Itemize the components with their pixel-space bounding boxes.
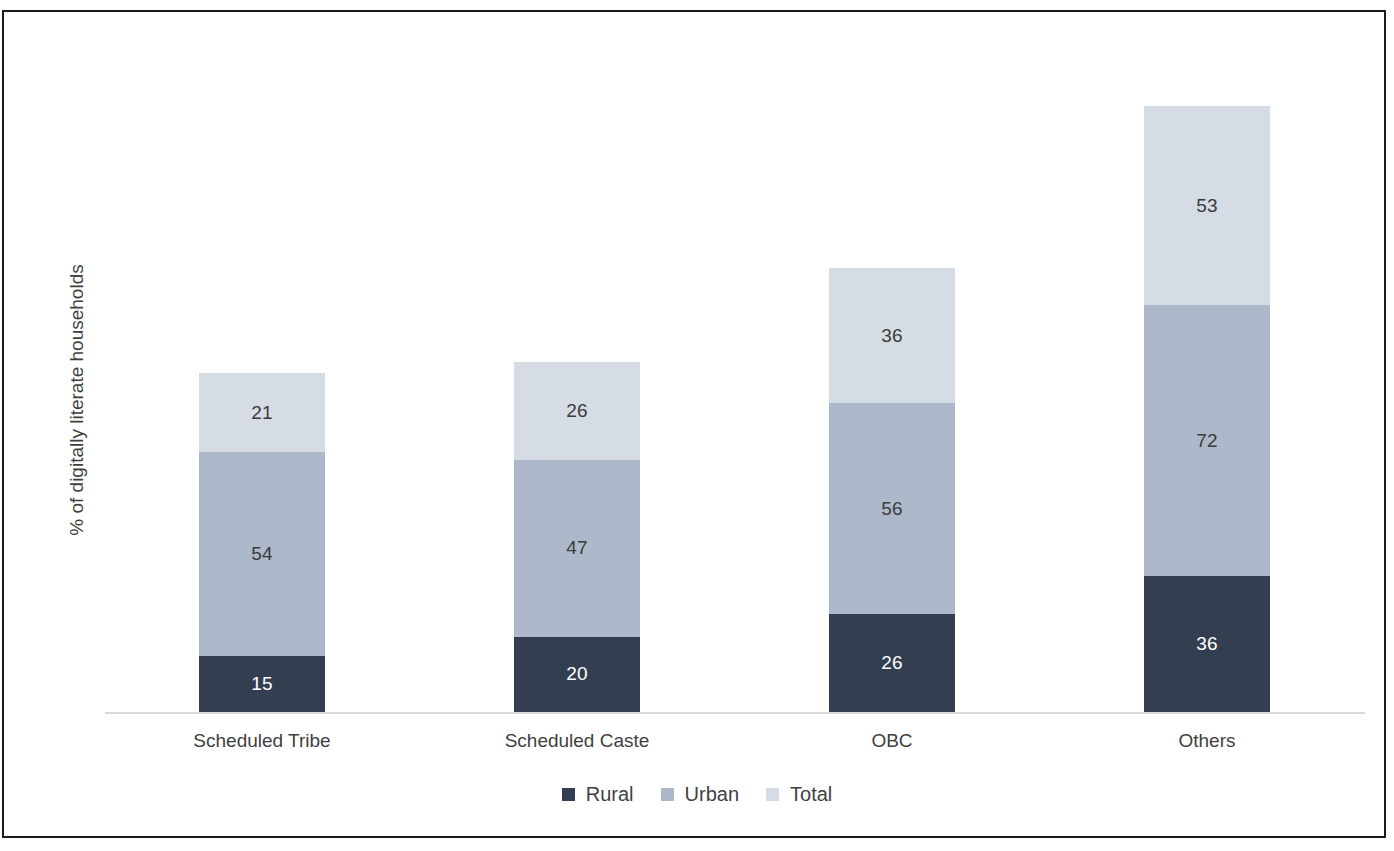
chart: % of digitally literate households 15542… bbox=[0, 0, 1394, 851]
legend-item-rural: Rural bbox=[562, 783, 634, 806]
bar-segment-urban: 72 bbox=[1144, 305, 1270, 576]
data-label: 20 bbox=[566, 663, 588, 685]
bar-segment-total: 21 bbox=[199, 373, 325, 452]
x-axis-line bbox=[105, 712, 1365, 714]
bar-segment-total: 53 bbox=[1144, 106, 1270, 306]
bar-segment-total: 26 bbox=[514, 362, 640, 460]
bar-column-scheduled-tribe: 15 54 21 bbox=[199, 373, 325, 712]
legend-swatch-urban-icon bbox=[661, 788, 674, 801]
category-label-scheduled-caste: Scheduled Caste bbox=[505, 730, 650, 752]
legend-swatch-total-icon bbox=[766, 788, 779, 801]
legend-label: Total bbox=[790, 783, 832, 806]
category-label-scheduled-tribe: Scheduled Tribe bbox=[193, 730, 330, 752]
data-label: 54 bbox=[251, 543, 273, 565]
bar-column-obc: 26 56 36 bbox=[829, 268, 955, 712]
bar-segment-total: 36 bbox=[829, 268, 955, 404]
category-label-obc: OBC bbox=[871, 730, 912, 752]
bar-segment-rural: 26 bbox=[829, 614, 955, 712]
data-label: 72 bbox=[1196, 430, 1218, 452]
bar-segment-rural: 36 bbox=[1144, 576, 1270, 712]
data-label: 15 bbox=[251, 673, 273, 695]
data-label: 21 bbox=[251, 402, 273, 424]
bar-segment-urban: 56 bbox=[829, 403, 955, 614]
legend-swatch-rural-icon bbox=[562, 788, 575, 801]
bar-segment-rural: 20 bbox=[514, 637, 640, 712]
legend-label: Urban bbox=[685, 783, 739, 806]
bar-segment-urban: 47 bbox=[514, 460, 640, 637]
data-label: 56 bbox=[881, 498, 903, 520]
bar-column-others: 36 72 53 bbox=[1144, 106, 1270, 712]
data-label: 36 bbox=[1196, 633, 1218, 655]
data-label: 26 bbox=[881, 652, 903, 674]
legend-label: Rural bbox=[586, 783, 634, 806]
data-label: 47 bbox=[566, 537, 588, 559]
data-label: 53 bbox=[1196, 195, 1218, 217]
data-label: 36 bbox=[881, 325, 903, 347]
legend-item-total: Total bbox=[766, 783, 832, 806]
legend: Rural Urban Total bbox=[0, 783, 1394, 806]
category-label-others: Others bbox=[1178, 730, 1235, 752]
bar-column-scheduled-caste: 20 47 26 bbox=[514, 362, 640, 712]
x-axis-category-labels: Scheduled Tribe Scheduled Caste OBC Others bbox=[0, 730, 1394, 760]
data-label: 26 bbox=[566, 400, 588, 422]
bar-segment-rural: 15 bbox=[199, 656, 325, 712]
legend-item-urban: Urban bbox=[661, 783, 739, 806]
plot-area: 15 54 21 20 47 26 26 56 36 36 72 53 bbox=[0, 0, 1394, 851]
bar-segment-urban: 54 bbox=[199, 452, 325, 655]
